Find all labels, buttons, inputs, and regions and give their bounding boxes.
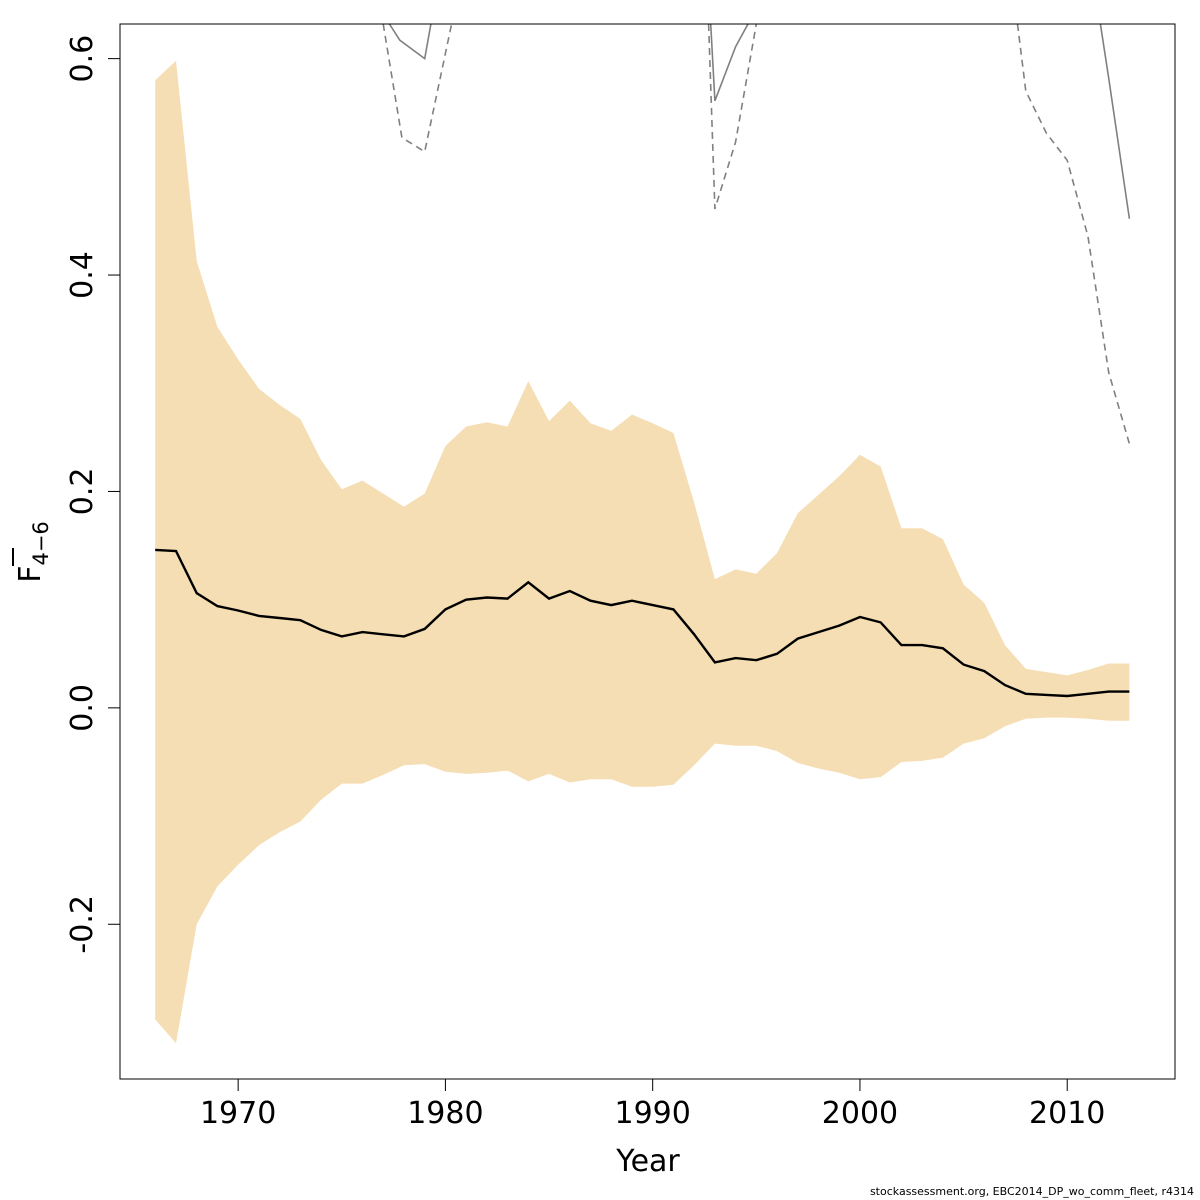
x-tick-label: 2010 xyxy=(1029,1096,1105,1131)
series-line-retro-dashed-6 xyxy=(1016,24,1131,445)
plot-frame xyxy=(119,23,1176,1080)
x-axis: 1970 1980 1990 2000 2010 xyxy=(200,1079,1105,1131)
confidence-band xyxy=(155,60,1130,1044)
y-axis-title-main: F xyxy=(13,566,48,583)
x-tick-label: 1980 xyxy=(407,1096,483,1131)
x-tick-label: 1990 xyxy=(615,1096,691,1131)
y-tick-label: 0.4 xyxy=(65,251,100,299)
plot-area xyxy=(155,24,1131,1044)
footer-note: stockassessment.org, EBC2014_DP_wo_comm_… xyxy=(869,1185,1194,1198)
svg-text:F4−6: F4−6 xyxy=(13,521,53,583)
y-axis: -0.2 0.0 0.2 0.4 0.6 xyxy=(65,35,120,954)
series-line-retro-5 xyxy=(1099,24,1131,219)
y-tick-label: 0.6 xyxy=(65,35,100,83)
y-axis-title: F4−6 xyxy=(12,521,53,583)
series-line-retro-1 xyxy=(388,24,432,61)
y-axis-title-subscript: 4−6 xyxy=(29,521,53,565)
series-line-retro-dashed-2 xyxy=(382,24,453,153)
series-line-estimate xyxy=(155,548,1130,698)
y-tick-label: 0.0 xyxy=(65,684,100,732)
series-line-retro-3 xyxy=(709,24,749,102)
series-line-retro-dashed-4 xyxy=(707,24,758,210)
y-tick-label: -0.2 xyxy=(65,895,100,954)
x-tick-label: 1970 xyxy=(200,1096,276,1131)
y-tick-label: 0.2 xyxy=(65,468,100,516)
x-axis-title: Year xyxy=(615,1144,680,1179)
x-tick-label: 2000 xyxy=(822,1096,898,1131)
